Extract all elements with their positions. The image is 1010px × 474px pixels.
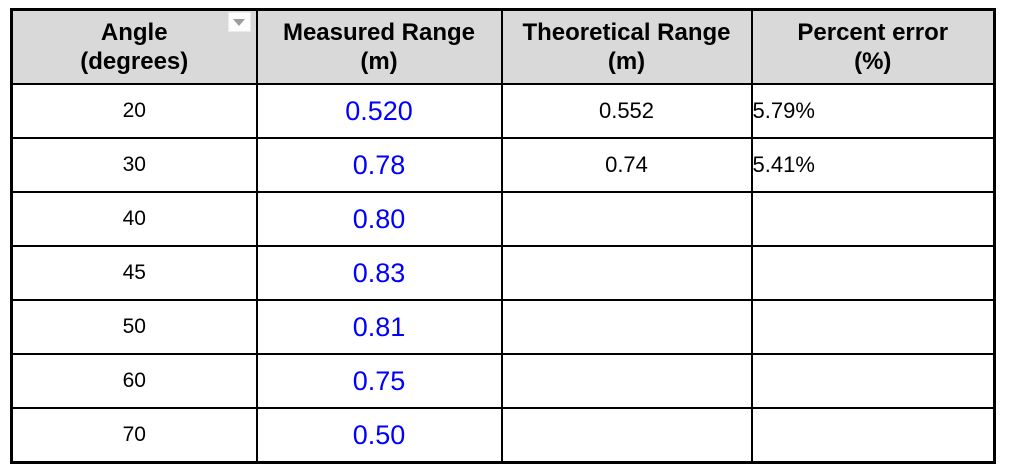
table-row: 45 0.83 xyxy=(10,245,996,301)
angle-cell[interactable]: 60 xyxy=(10,353,258,409)
measured-range-cell[interactable]: 0.78 xyxy=(255,137,503,193)
measured-range-cell[interactable]: 0.81 xyxy=(255,299,503,355)
table-row: 30 0.78 0.74 5.41% xyxy=(10,137,996,193)
column-header-theoretical-range[interactable]: Theoretical Range (m) xyxy=(500,8,753,85)
percent-error-cell[interactable]: 5.41% xyxy=(750,137,996,193)
header-label-line2: (%) xyxy=(854,48,892,75)
table-row: 20 0.520 0.552 5.79% xyxy=(10,83,996,139)
header-label-line2: (degrees) xyxy=(80,48,189,75)
angle-cell[interactable]: 40 xyxy=(10,191,258,247)
table-row: 50 0.81 xyxy=(10,299,996,355)
theoretical-range-cell[interactable] xyxy=(500,299,753,355)
header-label-line2: (m) xyxy=(360,48,398,75)
theoretical-range-cell[interactable] xyxy=(500,407,753,464)
percent-error-cell[interactable] xyxy=(750,245,996,301)
angle-cell[interactable]: 50 xyxy=(10,299,258,355)
header-label-line1: Theoretical Range xyxy=(522,19,731,46)
angle-cell[interactable]: 45 xyxy=(10,245,258,301)
measured-range-cell[interactable]: 0.83 xyxy=(255,245,503,301)
measured-range-cell[interactable]: 0.75 xyxy=(255,353,503,409)
measured-range-cell[interactable]: 0.80 xyxy=(255,191,503,247)
percent-error-cell[interactable] xyxy=(750,299,996,355)
theoretical-range-cell[interactable] xyxy=(500,245,753,301)
theoretical-range-cell[interactable] xyxy=(500,191,753,247)
header-label-line1: Percent error xyxy=(797,19,949,46)
theoretical-range-cell[interactable]: 0.552 xyxy=(500,83,753,139)
measured-range-cell[interactable]: 0.520 xyxy=(255,83,503,139)
table-row: 70 0.50 xyxy=(10,407,996,464)
triangle-down-icon xyxy=(233,18,245,26)
table-row: 60 0.75 xyxy=(10,353,996,409)
column-header-measured-range[interactable]: Measured Range (m) xyxy=(255,8,503,85)
header-row: Angle (degrees) Measured Range (m) Theor… xyxy=(10,8,996,85)
header-label-line1: Measured Range xyxy=(282,19,476,46)
header-label-line1: Angle xyxy=(100,19,168,46)
percent-error-cell[interactable] xyxy=(750,407,996,464)
header-label-line2: (m) xyxy=(607,48,646,75)
percent-error-cell[interactable] xyxy=(750,353,996,409)
table-body: 20 0.520 0.552 5.79% 30 0.78 0.74 5.41% 40 0.80 45… xyxy=(10,83,996,464)
measured-range-cell[interactable]: 0.50 xyxy=(255,407,503,464)
results-table: Angle (degrees) Measured Range (m) Theor… xyxy=(10,8,996,464)
theoretical-range-cell[interactable]: 0.74 xyxy=(500,137,753,193)
theoretical-range-cell[interactable] xyxy=(500,353,753,409)
percent-error-cell[interactable] xyxy=(750,191,996,247)
filter-dropdown-button[interactable] xyxy=(227,12,251,32)
angle-cell[interactable]: 30 xyxy=(10,137,258,193)
percent-error-cell[interactable]: 5.79% xyxy=(750,83,996,139)
table-row: 40 0.80 xyxy=(10,191,996,247)
angle-cell[interactable]: 20 xyxy=(10,83,258,139)
column-header-angle[interactable]: Angle (degrees) xyxy=(10,8,258,85)
angle-cell[interactable]: 70 xyxy=(10,407,258,464)
column-header-percent-error[interactable]: Percent error (%) xyxy=(750,8,996,85)
